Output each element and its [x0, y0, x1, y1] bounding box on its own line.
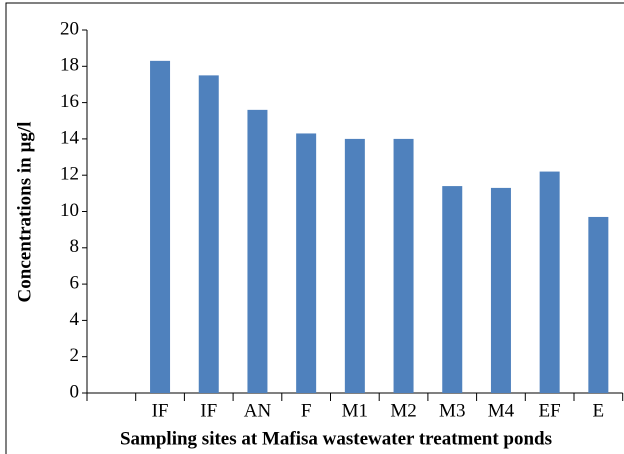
y-tick-label: 16	[60, 91, 79, 112]
x-tick-label: EF	[539, 400, 561, 421]
y-tick-label: 12	[60, 164, 79, 185]
bar	[198, 75, 219, 393]
x-tick-label: M4	[488, 400, 515, 421]
x-tick-label: F	[301, 400, 312, 421]
y-tick-label: 20	[60, 18, 79, 39]
bar	[539, 171, 560, 393]
bar	[442, 186, 463, 393]
bar	[490, 187, 511, 393]
x-tick-label: M2	[390, 400, 416, 421]
x-tick-label: M1	[342, 400, 368, 421]
bar	[150, 60, 171, 393]
y-tick-label: 18	[60, 55, 79, 76]
x-tick-label: AN	[244, 400, 272, 421]
x-tick-label: IF	[200, 400, 217, 421]
y-tick-label: 0	[70, 381, 80, 402]
bar	[393, 138, 414, 393]
y-tick-label: 4	[70, 309, 80, 330]
y-tick-label: 6	[70, 272, 80, 293]
y-tick-label: 10	[60, 200, 79, 221]
bar	[247, 109, 268, 394]
y-tick-label: 8	[70, 236, 80, 257]
bar	[344, 138, 365, 393]
x-tick-label: E	[593, 400, 605, 421]
bar	[588, 216, 609, 393]
x-tick-label: M3	[439, 400, 465, 421]
x-axis-title: Sampling sites at Mafisa wastewater trea…	[120, 428, 552, 449]
y-tick-label: 2	[70, 345, 80, 366]
x-tick-label: IF	[152, 400, 169, 421]
bar	[296, 133, 317, 393]
frame	[5, 2, 624, 454]
y-tick-label: 14	[60, 127, 80, 148]
y-axis-title: Concentrations in µg/l	[14, 122, 35, 303]
